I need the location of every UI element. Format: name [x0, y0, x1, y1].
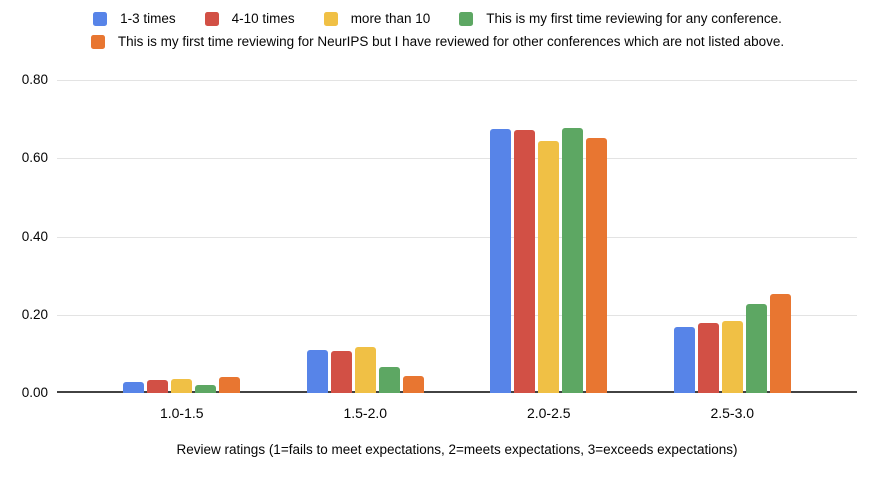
chart-bar: [123, 381, 145, 393]
chart-bar: [171, 378, 193, 393]
legend-swatch: [459, 12, 474, 26]
chart-bar: [490, 129, 512, 393]
gridline: [57, 80, 857, 81]
x-axis-line: [57, 391, 857, 393]
chart-bar: [378, 367, 400, 393]
y-axis-tick-label: 0.20: [21, 306, 48, 322]
legend-item-1-0: 1-3 times: [93, 10, 176, 28]
legend-swatch: [323, 12, 338, 26]
chart-bar: [402, 375, 424, 393]
chart-bar: [697, 323, 719, 393]
bar-group-1.0-1.5: [90, 377, 274, 393]
bars-row: [57, 80, 857, 393]
legend-label: This is my first time reviewing for Neur…: [117, 34, 785, 49]
chart-bar: [538, 140, 560, 393]
chart-bar: [562, 128, 584, 393]
x-axis-labels: 1.0-1.5 1.5-2.0 2.0-2.5 2.5-3.0: [57, 405, 857, 421]
x-axis-category-label: 2.5-3.0: [710, 405, 755, 421]
chart-bar: [721, 321, 743, 393]
chart-bar: [195, 384, 217, 393]
x-axis-title: Review ratings (1=fails to meet expectat…: [176, 442, 738, 457]
legend-label: 4-10 times: [231, 11, 295, 26]
x-axis-category-label: 1.0-1.5: [159, 405, 204, 421]
legend-item-1-2: more than 10: [323, 10, 431, 28]
legend-swatch: [204, 12, 219, 26]
x-axis-category-label: 2.0-2.5: [526, 405, 571, 421]
y-axis-tick-label: 0.40: [21, 228, 48, 244]
legend-row-2: This is my first time reviewing for Neur…: [0, 33, 875, 51]
legend-label: more than 10: [350, 11, 431, 26]
legend-item-1-3: This is my first time reviewing for any …: [459, 10, 782, 28]
x-axis-category-label: 1.5-2.0: [343, 405, 388, 421]
legend-label: 1-3 times: [120, 11, 176, 26]
gridline: [57, 158, 857, 160]
chart-bar: [745, 304, 767, 393]
chart-bar: [769, 293, 791, 393]
legend-row-1: 1-3 times 4-10 times more than 10 This is m…: [0, 10, 875, 28]
bar-group-2.0-2.5: [457, 128, 641, 393]
gridline: [57, 314, 857, 316]
chart-bar: [673, 326, 695, 393]
chart-bar: [354, 346, 376, 393]
chart-bar: [330, 351, 352, 393]
y-axis-tick-label: 0.80: [21, 72, 48, 87]
legend-label: This is my first time reviewing for any …: [486, 11, 782, 26]
legend-item-2-0: This is my first time reviewing for Neur…: [90, 33, 785, 51]
chart-bar: [306, 349, 328, 393]
legend-item-1-1: 4-10 times: [204, 10, 295, 28]
chart-bar: [514, 130, 536, 393]
bar-group-1.5-2.0: [274, 346, 458, 393]
plot-area: [57, 80, 857, 393]
chart-legend: 1-3 times 4-10 times more than 10 This is m…: [0, 10, 875, 51]
chart-bar: [586, 138, 608, 393]
y-axis-tick-label: 0.00: [21, 385, 48, 400]
bar-group-2.5-3.0: [641, 293, 825, 393]
y-axis-tick-label: 0.60: [21, 150, 48, 166]
legend-swatch: [93, 12, 108, 26]
chart-bar: [219, 377, 241, 393]
legend-swatch: [90, 35, 105, 49]
chart-bar: [147, 380, 169, 393]
gridline: [57, 236, 857, 238]
